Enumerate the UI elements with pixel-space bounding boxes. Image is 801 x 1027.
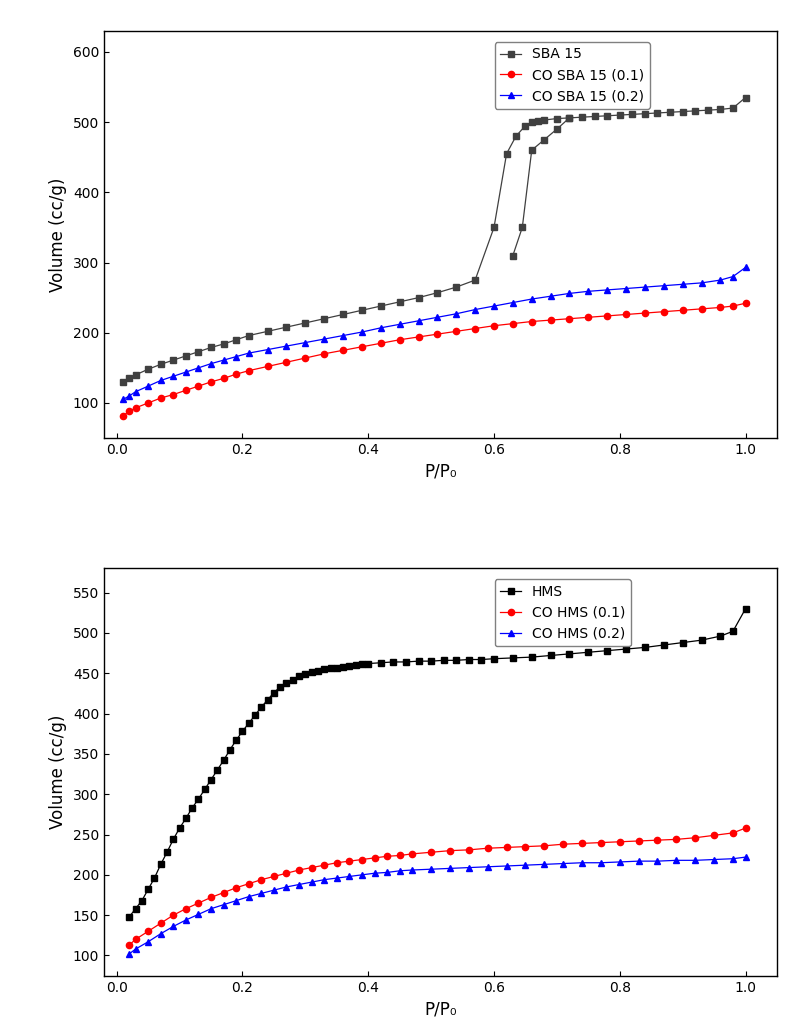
Y-axis label: Volume (cc/g): Volume (cc/g)	[50, 715, 67, 829]
X-axis label: P/P₀: P/P₀	[425, 462, 457, 481]
Legend: SBA 15, CO SBA 15 (0.1), CO SBA 15 (0.2): SBA 15, CO SBA 15 (0.1), CO SBA 15 (0.2)	[494, 42, 650, 109]
X-axis label: P/P₀: P/P₀	[425, 1000, 457, 1018]
Y-axis label: Volume (cc/g): Volume (cc/g)	[50, 178, 67, 292]
Legend: HMS, CO HMS (0.1), CO HMS (0.2): HMS, CO HMS (0.1), CO HMS (0.2)	[494, 579, 631, 646]
